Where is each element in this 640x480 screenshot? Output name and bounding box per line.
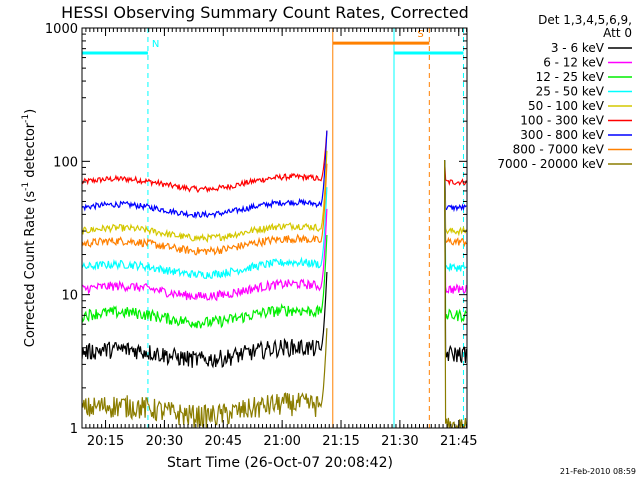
y-axis-label: Corrected Count Rate (s-1 detector-1) [21, 109, 38, 347]
legend-label-8: 7000 - 20000 keV [497, 157, 604, 171]
plot-frame [81, 27, 468, 429]
ytick-label-1: 10 [61, 289, 78, 304]
series-pre-6 [82, 234, 328, 329]
legend-label-2: 12 - 25 keV [536, 70, 605, 84]
series-post-2 [444, 160, 467, 237]
series-post-6 [444, 160, 467, 323]
legend-label-1: 6 - 12 keV [543, 56, 605, 70]
series-pre-7 [82, 271, 328, 369]
xtick-label-1: 20:30 [146, 434, 183, 449]
legend-label-4: 50 - 100 keV [528, 99, 605, 113]
flag-bars: NS [82, 29, 464, 55]
chart-title: HESSI Observing Summary Count Rates, Cor… [61, 3, 469, 22]
series-pre-1 [82, 130, 328, 220]
series-pre-3 [82, 163, 328, 256]
xtick-label-3: 21:00 [263, 434, 300, 449]
series-pre-0 [82, 130, 328, 194]
series-post-4 [444, 160, 467, 273]
xtick-label-0: 20:15 [87, 434, 124, 449]
xtick-label-6: 21:45 [440, 434, 477, 449]
ytick-label-3: 1000 [45, 22, 78, 37]
legend-header-line-1: Det 1,3,4,5,6,9, [538, 13, 632, 27]
legend-label-5: 100 - 300 keV [520, 114, 604, 128]
flag-label-1: S [417, 29, 423, 40]
series-post-0 [444, 160, 467, 187]
legend-label-3: 25 - 50 keV [536, 85, 605, 99]
legend-label-7: 800 - 7000 keV [513, 143, 605, 157]
vertical-markers [147, 28, 464, 428]
ytick-label-0: 1 [70, 422, 78, 437]
series-post-5 [444, 160, 467, 294]
legend-label-6: 300 - 800 keV [520, 128, 604, 142]
x-axis-label: Start Time (26-Oct-07 20:08:42) [167, 455, 393, 471]
xtick-label-4: 21:15 [322, 434, 359, 449]
xtick-label-5: 21:30 [381, 434, 418, 449]
series-pre-8 [82, 328, 328, 428]
series-pre-4 [82, 187, 328, 280]
legend-header-line-2: Att 0 [603, 26, 632, 40]
series-post-7 [444, 160, 467, 363]
series-pre-5 [82, 208, 328, 302]
series-layer [82, 130, 467, 428]
x-axis-ticks: 20:15 20:30 20:45 21:00 21:15 21:30 21:45 [81, 28, 477, 449]
footer-date: 21-Feb-2010 08:59 [560, 467, 636, 476]
xtick-label-2: 20:45 [205, 434, 242, 449]
series-post-1 [444, 160, 467, 213]
legend-label-0: 3 - 6 keV [551, 41, 605, 55]
ytick-label-2: 100 [53, 155, 78, 170]
series-pre-2 [82, 150, 328, 243]
y-axis-ticks: 1 10 100 1000 [45, 22, 467, 437]
flag-label-0: N [152, 39, 159, 50]
series-post-3 [444, 160, 467, 248]
